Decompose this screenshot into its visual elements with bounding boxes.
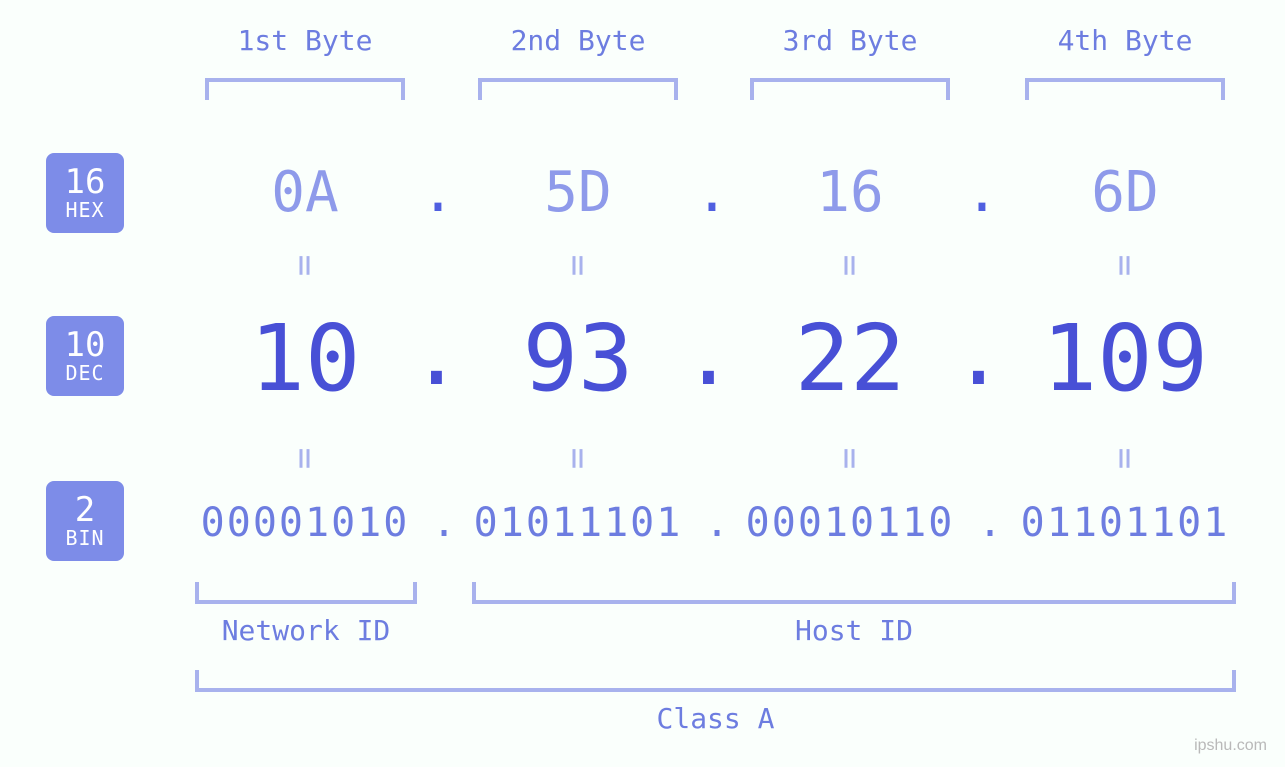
watermark: ipshu.com — [1194, 737, 1267, 755]
hex-byte-1: 0A — [205, 160, 405, 225]
label-host: Host ID — [472, 614, 1236, 647]
eq-decbin-4: = — [1105, 429, 1146, 489]
bin-byte-4: 01101101 — [995, 500, 1255, 546]
hex-byte-4: 6D — [1025, 160, 1225, 225]
badge-hex-num: 16 — [46, 165, 124, 201]
top-bracket-3 — [750, 78, 950, 100]
bin-byte-3: 00010110 — [720, 500, 980, 546]
dec-byte-3: 22 — [780, 305, 920, 412]
eq-hexdec-1: = — [285, 236, 326, 296]
label-network: Network ID — [195, 614, 417, 647]
eq-decbin-1: = — [285, 429, 326, 489]
byte-header-2: 2nd Byte — [478, 24, 678, 57]
hex-sep-3: . — [962, 160, 1002, 225]
badge-bin-num: 2 — [46, 493, 124, 529]
dec-sep-3: . — [952, 302, 992, 405]
dec-byte-4: 109 — [1015, 305, 1235, 412]
badge-hex-txt: HEX — [46, 200, 124, 221]
ip-diagram-container: 1st Byte 2nd Byte 3rd Byte 4th Byte 16 H… — [0, 0, 1285, 767]
eq-decbin-2: = — [558, 429, 599, 489]
eq-hexdec-3: = — [830, 236, 871, 296]
eq-decbin-3: = — [830, 429, 871, 489]
badge-bin: 2 BIN — [46, 481, 124, 561]
bin-byte-1: 00001010 — [175, 500, 435, 546]
dec-sep-2: . — [682, 302, 722, 405]
bracket-class — [195, 670, 1236, 692]
badge-dec-txt: DEC — [46, 363, 124, 384]
badge-dec-num: 10 — [46, 328, 124, 364]
top-bracket-4 — [1025, 78, 1225, 100]
dec-byte-1: 10 — [235, 305, 375, 412]
eq-hexdec-2: = — [558, 236, 599, 296]
eq-hexdec-4: = — [1105, 236, 1146, 296]
byte-header-3: 3rd Byte — [750, 24, 950, 57]
dec-byte-2: 93 — [508, 305, 648, 412]
badge-dec: 10 DEC — [46, 316, 124, 396]
hex-sep-1: . — [418, 160, 458, 225]
badge-bin-txt: BIN — [46, 528, 124, 549]
byte-header-1: 1st Byte — [205, 24, 405, 57]
top-bracket-2 — [478, 78, 678, 100]
badge-hex: 16 HEX — [46, 153, 124, 233]
byte-header-4: 4th Byte — [1025, 24, 1225, 57]
hex-byte-3: 16 — [750, 160, 950, 225]
hex-sep-2: . — [692, 160, 732, 225]
bracket-network — [195, 582, 417, 604]
dec-sep-1: . — [410, 302, 450, 405]
hex-byte-2: 5D — [478, 160, 678, 225]
top-bracket-1 — [205, 78, 405, 100]
bin-byte-2: 01011101 — [448, 500, 708, 546]
bracket-host — [472, 582, 1236, 604]
label-class: Class A — [195, 702, 1236, 735]
